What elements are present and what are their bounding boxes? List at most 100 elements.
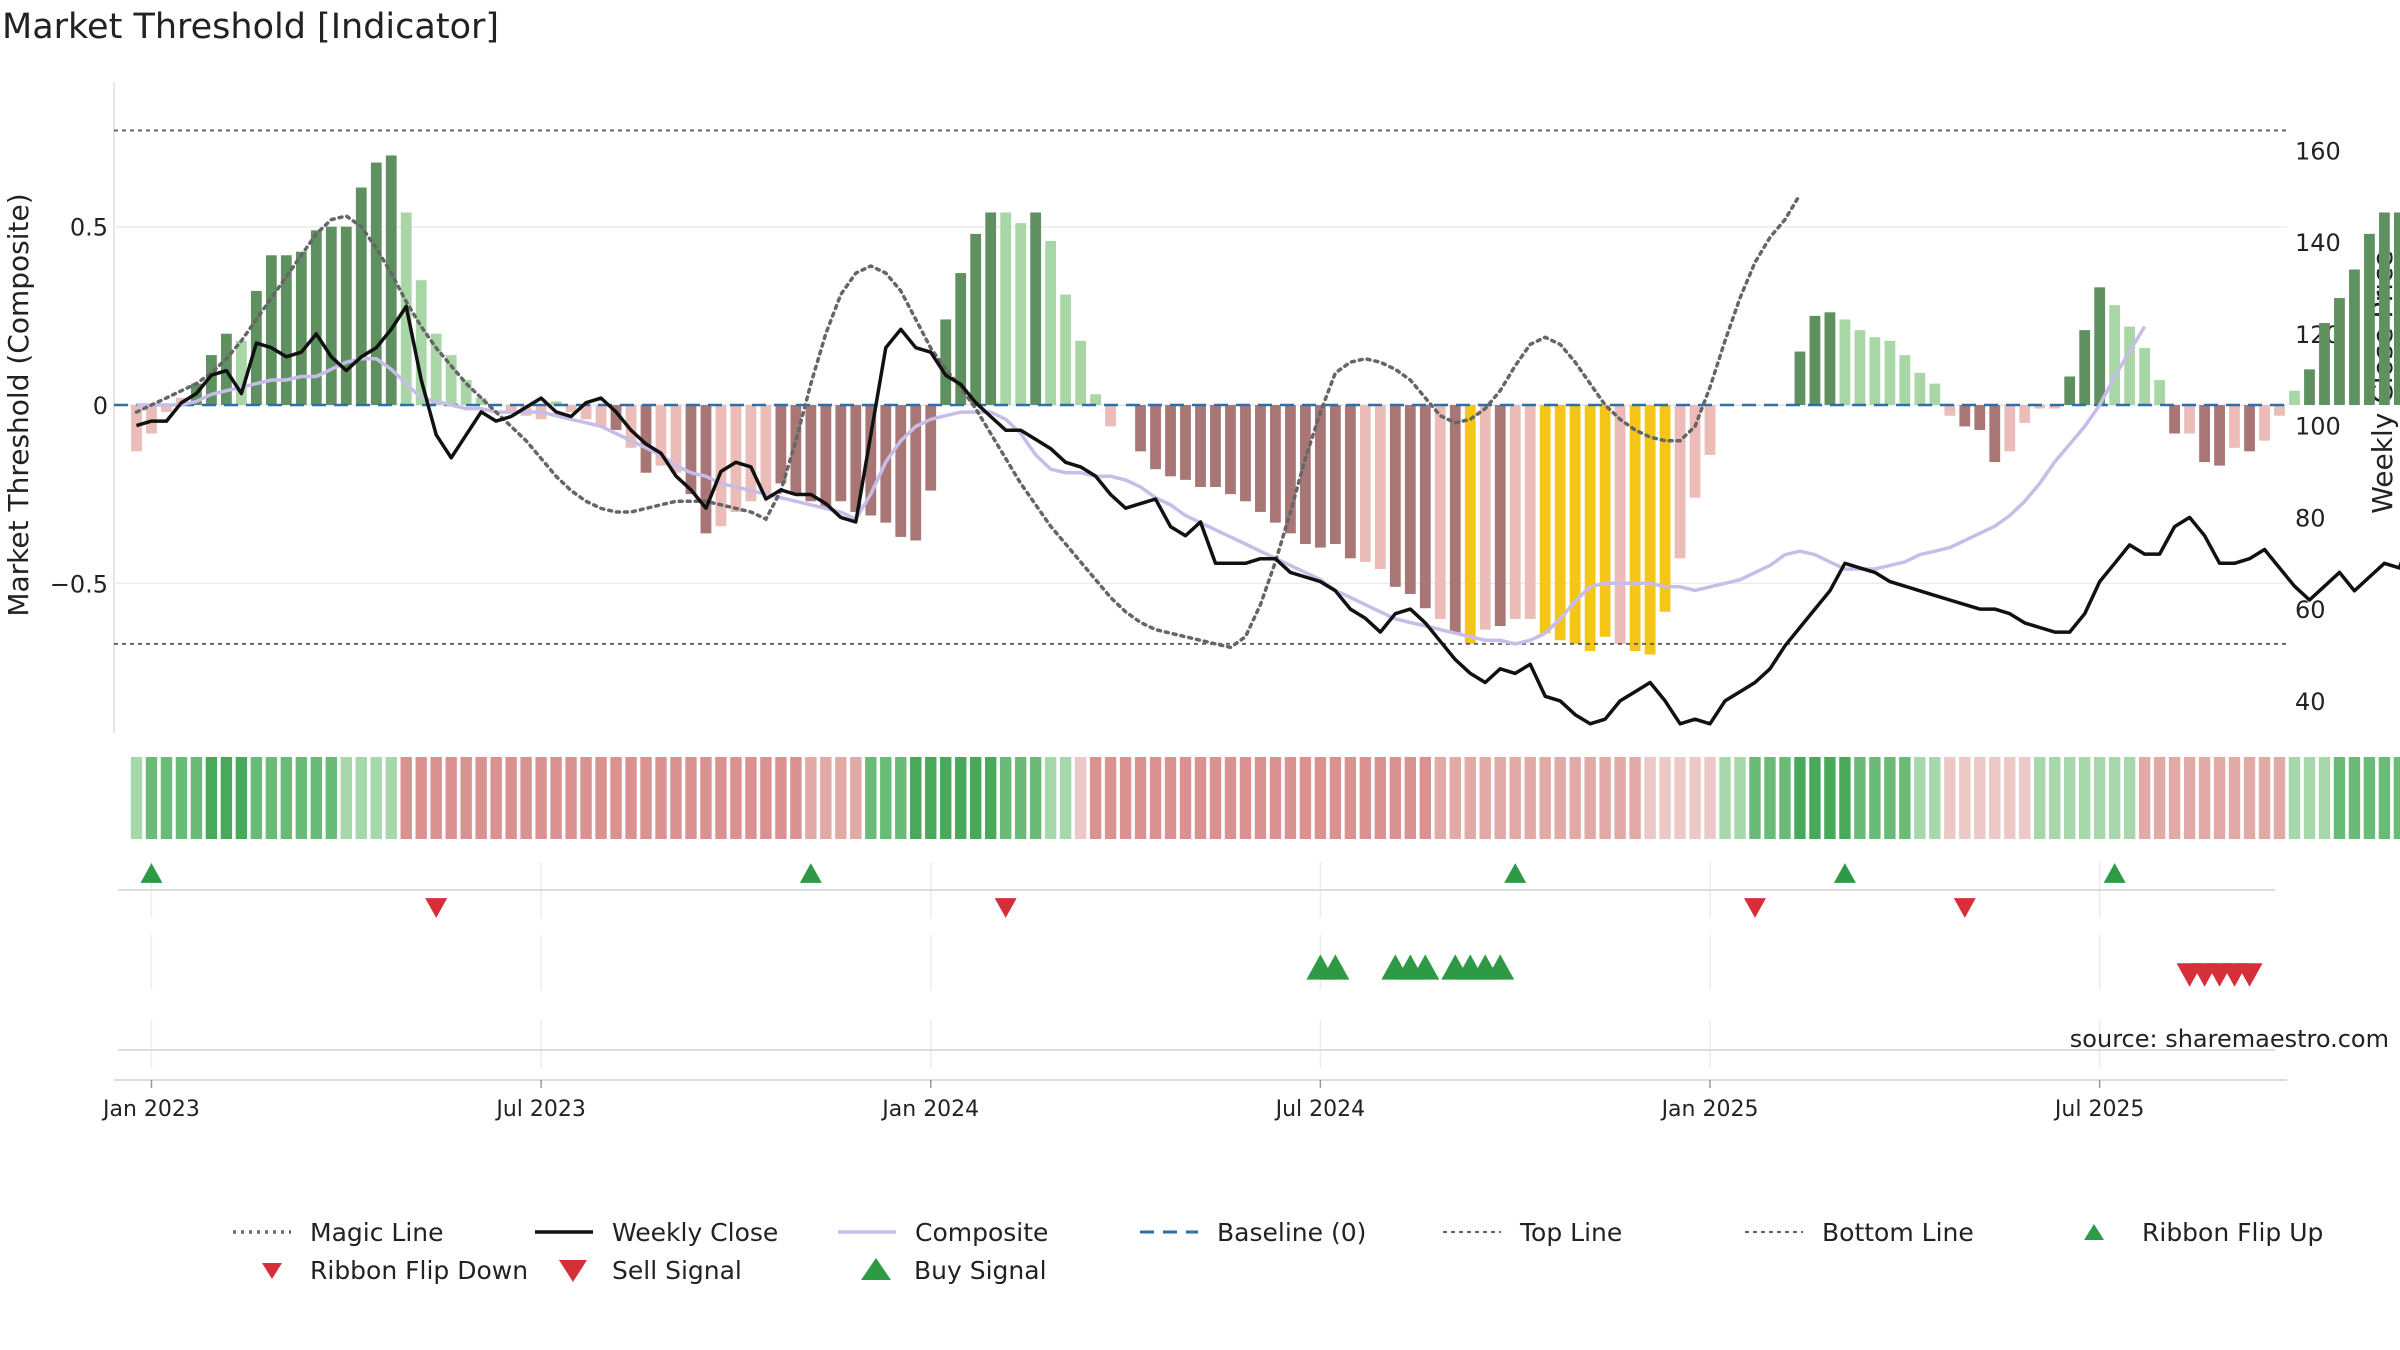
composite-bar bbox=[1704, 405, 1716, 455]
ribbon-cell bbox=[1134, 757, 1147, 839]
ribbon-cell bbox=[1239, 757, 1252, 839]
ribbon-cell bbox=[2019, 757, 2031, 839]
composite-bar bbox=[985, 212, 997, 405]
ribbon-cell bbox=[2318, 757, 2331, 839]
ribbon-cell bbox=[1089, 757, 1102, 839]
composite-bar bbox=[1494, 405, 1506, 627]
composite-bar bbox=[895, 405, 907, 537]
composite-bar bbox=[1449, 405, 1461, 634]
composite-bar bbox=[1060, 294, 1072, 405]
composite-bar bbox=[1210, 405, 1221, 487]
ribbon-cell bbox=[1209, 757, 1222, 839]
composite-bar bbox=[1839, 319, 1851, 405]
composite-bar bbox=[325, 226, 337, 405]
right-tick-label: 160 bbox=[2295, 137, 2341, 165]
composite-bar bbox=[2154, 380, 2166, 405]
ribbon-cell bbox=[2363, 757, 2376, 839]
ribbon-cell bbox=[190, 757, 203, 839]
left-tick-label: −0.5 bbox=[50, 570, 108, 598]
x-tick-label: Jul 2023 bbox=[494, 1097, 586, 1122]
composite-bar bbox=[1195, 405, 1206, 487]
composite-bar bbox=[2079, 330, 2091, 405]
ribbon-cell bbox=[2378, 757, 2391, 839]
composite-bar bbox=[1914, 372, 1926, 405]
ribbon-cell bbox=[1794, 757, 1806, 839]
source-credit: source: sharemaestro.com bbox=[2070, 1025, 2389, 1053]
composite-bar bbox=[1344, 405, 1356, 559]
ribbon-cell bbox=[1344, 757, 1357, 839]
composite-bar bbox=[970, 233, 982, 405]
ribbon-cell bbox=[625, 757, 637, 839]
ribbon-cell bbox=[1629, 757, 1641, 839]
composite-bar bbox=[1270, 405, 1281, 523]
composite-bar bbox=[1255, 405, 1266, 512]
composite-bar bbox=[745, 405, 757, 502]
composite-bar bbox=[1509, 405, 1521, 619]
ribbon-cell bbox=[1389, 757, 1402, 839]
composite-bar bbox=[415, 280, 427, 405]
ribbon-cell bbox=[2078, 757, 2091, 839]
weekly-close-line bbox=[135, 304, 2400, 726]
composite-bar bbox=[2289, 390, 2300, 405]
right-tick-label: 80 bbox=[2295, 504, 2326, 532]
composite-bar bbox=[2109, 305, 2121, 405]
ribbon-cell bbox=[1494, 757, 1506, 839]
ribbon-flip-up-marker bbox=[799, 863, 822, 883]
composite-bar bbox=[700, 405, 712, 534]
ribbon-flip-down-marker bbox=[1953, 898, 1976, 918]
ribbon-cell bbox=[2348, 757, 2361, 839]
ribbon-cell bbox=[1059, 757, 1072, 839]
ribbon-cell bbox=[2228, 757, 2241, 839]
composite-bar bbox=[1779, 405, 1791, 406]
x-tick-label: Jul 2025 bbox=[2053, 1097, 2145, 1122]
ribbon-strip bbox=[130, 757, 2400, 839]
legend-label: Ribbon Flip Up bbox=[2142, 1218, 2323, 1247]
ribbon-cell bbox=[550, 757, 562, 839]
composite-bar bbox=[940, 319, 952, 405]
ribbon-flip-up-marker bbox=[1504, 863, 1527, 883]
composite-bar bbox=[1180, 405, 1191, 480]
legend-swatch-buy bbox=[861, 1258, 891, 1280]
composite-bar bbox=[820, 405, 832, 509]
composite-bar bbox=[1899, 355, 1911, 405]
right-tick-label: 40 bbox=[2295, 688, 2326, 716]
ribbon-cell bbox=[1509, 757, 1521, 839]
legend-label: Bottom Line bbox=[1822, 1218, 1974, 1247]
ribbon-cell bbox=[2138, 757, 2151, 839]
composite-bar bbox=[235, 340, 247, 405]
composite-bar bbox=[1659, 405, 1671, 612]
composite-bar bbox=[2004, 405, 2016, 452]
composite-bar bbox=[295, 251, 307, 405]
ribbon-cell bbox=[1359, 757, 1372, 839]
composite-bar bbox=[2034, 405, 2046, 409]
ribbon-cell bbox=[1944, 757, 1956, 839]
composite-bar bbox=[955, 273, 967, 405]
composite-bar bbox=[2199, 405, 2210, 463]
ribbon-cell bbox=[2168, 757, 2181, 839]
ribbon-cell bbox=[1179, 757, 1192, 839]
ribbon-cell bbox=[1929, 757, 1941, 839]
ribbon-cell bbox=[2243, 757, 2256, 839]
composite-bar bbox=[1135, 405, 1146, 452]
composite-bar bbox=[1614, 405, 1626, 644]
ribbon-cell bbox=[1989, 757, 2001, 839]
legend-label: Ribbon Flip Down bbox=[310, 1256, 528, 1285]
ribbon-cell bbox=[1194, 757, 1207, 839]
composite-bar bbox=[460, 380, 472, 405]
composite-bar bbox=[1300, 405, 1311, 545]
composite-bar bbox=[580, 405, 592, 420]
composite-bar bbox=[1464, 405, 1476, 644]
ribbon-cell bbox=[1644, 757, 1656, 839]
ribbon-cell bbox=[1659, 757, 1671, 839]
ribbon-cell bbox=[1119, 757, 1132, 839]
composite-bar bbox=[1539, 405, 1551, 634]
ribbon-cell bbox=[445, 757, 457, 839]
composite-bar bbox=[2124, 326, 2136, 405]
composite-bar bbox=[2094, 287, 2106, 405]
ribbon-cell bbox=[2288, 757, 2301, 839]
ribbon-cell bbox=[2198, 757, 2211, 839]
ribbon-flip-up-marker bbox=[1833, 863, 1856, 883]
ribbon-cell bbox=[340, 757, 352, 839]
legend-label: Composite bbox=[915, 1218, 1048, 1247]
composite-bar bbox=[685, 405, 697, 495]
